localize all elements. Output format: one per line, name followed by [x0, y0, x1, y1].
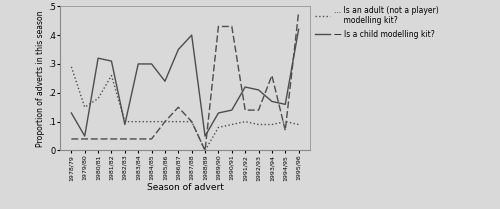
- Line: ... Is an adult (not a player)
    modelling kit?: ... Is an adult (not a player) modelling…: [72, 67, 298, 150]
- Y-axis label: Proportion of adverts in this season: Proportion of adverts in this season: [36, 10, 45, 147]
- ... Is an adult (not a player)
    modelling kit?: [95, 97, 101, 100]
- — Is a child modelling kit?: [122, 123, 128, 126]
- — Is a child modelling kit?: [148, 63, 154, 65]
- — Is a child modelling kit?: [296, 28, 302, 31]
- ... Is an adult (not a player)
    modelling kit?: [256, 123, 262, 126]
- ... Is an adult (not a player)
    modelling kit?: [269, 123, 275, 126]
- — Is a child modelling kit?: [68, 112, 74, 114]
- — Is a child modelling kit?: [269, 100, 275, 103]
- X-axis label: Season of advert: Season of advert: [146, 184, 224, 192]
- — Is a child modelling kit?: [242, 86, 248, 88]
- ... Is an adult (not a player)
    modelling kit?: [296, 123, 302, 126]
- — Is a child modelling kit?: [282, 103, 288, 106]
- ... Is an adult (not a player)
    modelling kit?: [162, 120, 168, 123]
- ... Is an adult (not a player)
    modelling kit?: [202, 149, 208, 152]
- — Is a child modelling kit?: [188, 34, 194, 36]
- — Is a child modelling kit?: [95, 57, 101, 59]
- — Is a child modelling kit?: [256, 89, 262, 91]
- Line: — Is a child modelling kit?: — Is a child modelling kit?: [72, 29, 298, 136]
- — Is a child modelling kit?: [162, 80, 168, 83]
- ... Is an adult (not a player)
    modelling kit?: [135, 120, 141, 123]
- ... Is an adult (not a player)
    modelling kit?: [216, 126, 222, 129]
- — Is a child modelling kit?: [216, 112, 222, 114]
- — Is a child modelling kit?: [176, 48, 182, 51]
- ... Is an adult (not a player)
    modelling kit?: [122, 120, 128, 123]
- ... Is an adult (not a player)
    modelling kit?: [188, 120, 194, 123]
- — Is a child modelling kit?: [82, 135, 87, 137]
- ... Is an adult (not a player)
    modelling kit?: [229, 123, 235, 126]
- — Is a child modelling kit?: [202, 135, 208, 137]
- — Is a child modelling kit?: [229, 109, 235, 111]
- ... Is an adult (not a player)
    modelling kit?: [242, 120, 248, 123]
- ... Is an adult (not a player)
    modelling kit?: [176, 120, 182, 123]
- ... Is an adult (not a player)
    modelling kit?: [148, 120, 154, 123]
- ... Is an adult (not a player)
    modelling kit?: [68, 66, 74, 68]
- Legend: ... Is an adult (not a player)
    modelling kit?, — Is a child modelling kit?: ... Is an adult (not a player) modelling…: [312, 3, 441, 41]
- ... Is an adult (not a player)
    modelling kit?: [282, 120, 288, 123]
- ... Is an adult (not a player)
    modelling kit?: [108, 74, 114, 77]
- — Is a child modelling kit?: [108, 60, 114, 62]
- — Is a child modelling kit?: [135, 63, 141, 65]
- ... Is an adult (not a player)
    modelling kit?: [82, 106, 87, 108]
